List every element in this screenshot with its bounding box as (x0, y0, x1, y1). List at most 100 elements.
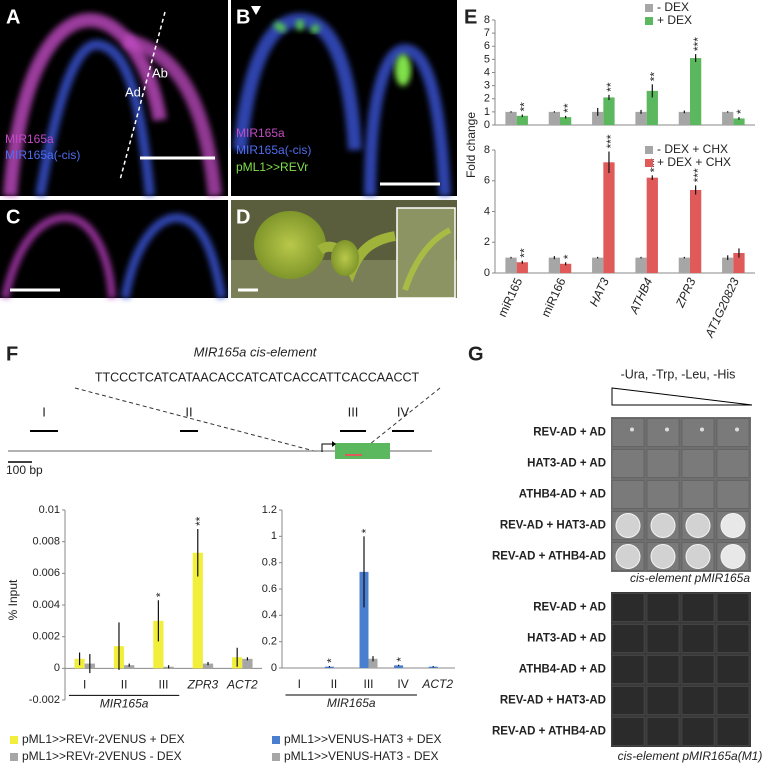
significance: *** (604, 134, 618, 148)
spot-cell (681, 655, 715, 684)
x-tick-label: ZPR3 (187, 678, 219, 692)
spot-cell (716, 418, 750, 447)
y-tick-label: 4 (484, 205, 490, 217)
spot-cell (611, 655, 645, 684)
y-tick-label: 3 (484, 80, 490, 92)
y-tick-label: 0 (484, 267, 490, 279)
yeast-spot (685, 513, 711, 538)
legend-label: - DEX (657, 0, 689, 14)
panel-label: F (6, 343, 18, 365)
bar (722, 111, 734, 125)
bar (516, 115, 528, 125)
scale-label: 100 bp (6, 463, 43, 477)
x-tick-label: II (121, 678, 128, 692)
medium-label: -Ura, -Trp, -Leu, -His (621, 367, 736, 381)
y-axis-label: Fold change (464, 112, 478, 178)
significance: ** (647, 72, 661, 82)
y-tick-label: 5 (484, 53, 490, 65)
legend-label: + DEX + CHX (657, 155, 731, 169)
y-tick-label: -0.002 (29, 694, 60, 706)
legend-swatch (10, 753, 18, 761)
y-tick-label: 0 (54, 662, 60, 674)
yeast-speck (735, 427, 739, 432)
legend-label: pML1>>VENUS-HAT3 - DEX (284, 749, 439, 763)
x-tick-label: AT1G20823 (702, 275, 742, 340)
legend-swatch (645, 4, 653, 12)
panel-f-diagram: F MIR165a cis-element TTCCCTCATCATAACACC… (6, 343, 441, 477)
y-tick-label: 6 (484, 40, 490, 52)
spot-cell (611, 418, 645, 447)
y-tick-label: 0.2 (262, 636, 277, 648)
y-tick-label: 6 (484, 175, 490, 187)
bar (678, 257, 690, 273)
bar (505, 111, 517, 125)
bar (153, 620, 164, 669)
spot-cell (716, 624, 750, 653)
yeast-spot (685, 544, 711, 569)
channel-label: MIR165a (236, 126, 285, 140)
row-label: REV-AD + HAT3-AD (500, 520, 606, 532)
bar (242, 658, 253, 669)
legend-label: pML1>>REVr-2VENUS - DEX (22, 749, 182, 763)
spot-cell (646, 686, 680, 715)
yeast-spot (720, 544, 746, 569)
bar (646, 177, 658, 273)
bar (516, 262, 528, 273)
significance: *** (691, 37, 705, 51)
spot-cell (681, 480, 715, 509)
bar (394, 665, 404, 668)
spot-cell (681, 418, 715, 447)
spot-cell (646, 593, 680, 622)
panel-g: G -Ura, -Trp, -Leu, -His cis-element pMI… (468, 343, 762, 763)
bar (368, 658, 378, 668)
bar (733, 253, 745, 273)
x-tick-label: III (158, 678, 168, 692)
significance: * (325, 658, 339, 663)
panel-label: G (468, 343, 484, 365)
significance: * (154, 592, 168, 597)
panel-d: D (231, 200, 457, 299)
significance: ** (517, 102, 531, 112)
bar (690, 58, 702, 125)
yeast-spot (720, 513, 746, 538)
spot-cell (611, 593, 645, 622)
y-tick-label: 7 (484, 27, 490, 39)
significance: * (394, 657, 408, 662)
row-label: HAT3-AD + AD (527, 633, 606, 645)
spot-cell (611, 449, 645, 478)
legend-swatch (272, 736, 280, 744)
x-tick-label: IV (397, 677, 408, 691)
bar (635, 111, 647, 125)
spot-cell (646, 418, 680, 447)
legend-label: pML1>>REVr-2VENUS + DEX (22, 732, 185, 746)
y-tick-label: 2 (484, 236, 490, 248)
row-label: HAT3-AD + AD (527, 458, 606, 470)
legend-swatch (645, 159, 653, 167)
y-tick-label: 0.002 (32, 631, 60, 643)
bar (359, 571, 369, 668)
region-label: IV (397, 404, 410, 419)
y-tick-label: 0.6 (262, 583, 277, 595)
row-label: REV-AD + HAT3-AD (500, 695, 606, 707)
y-tick-label: 1 (484, 106, 490, 118)
y-tick-label: 0.8 (262, 557, 277, 569)
yeast-speck (665, 427, 669, 432)
spot-cell (716, 717, 750, 746)
region-label: III (348, 404, 359, 419)
panel-label: B (236, 6, 250, 28)
x-tick-label: ACT2 (226, 678, 258, 692)
spot-cell (681, 449, 715, 478)
x-tick-label: miR165 (495, 275, 525, 319)
spot-cell (646, 624, 680, 653)
significance: ** (604, 82, 618, 92)
x-tick-label: HAT3 (587, 275, 612, 308)
channel-label: MIR165a(-cis) (236, 143, 311, 157)
bar (560, 263, 572, 273)
panel-c: C (0, 200, 228, 299)
yeast-spot (615, 544, 641, 569)
spot-cell (716, 655, 750, 684)
x-tick-label: ZPR3 (673, 275, 699, 310)
row-label: ATHB4-AD + AD (519, 489, 606, 501)
y-tick-label: 0 (484, 119, 490, 131)
